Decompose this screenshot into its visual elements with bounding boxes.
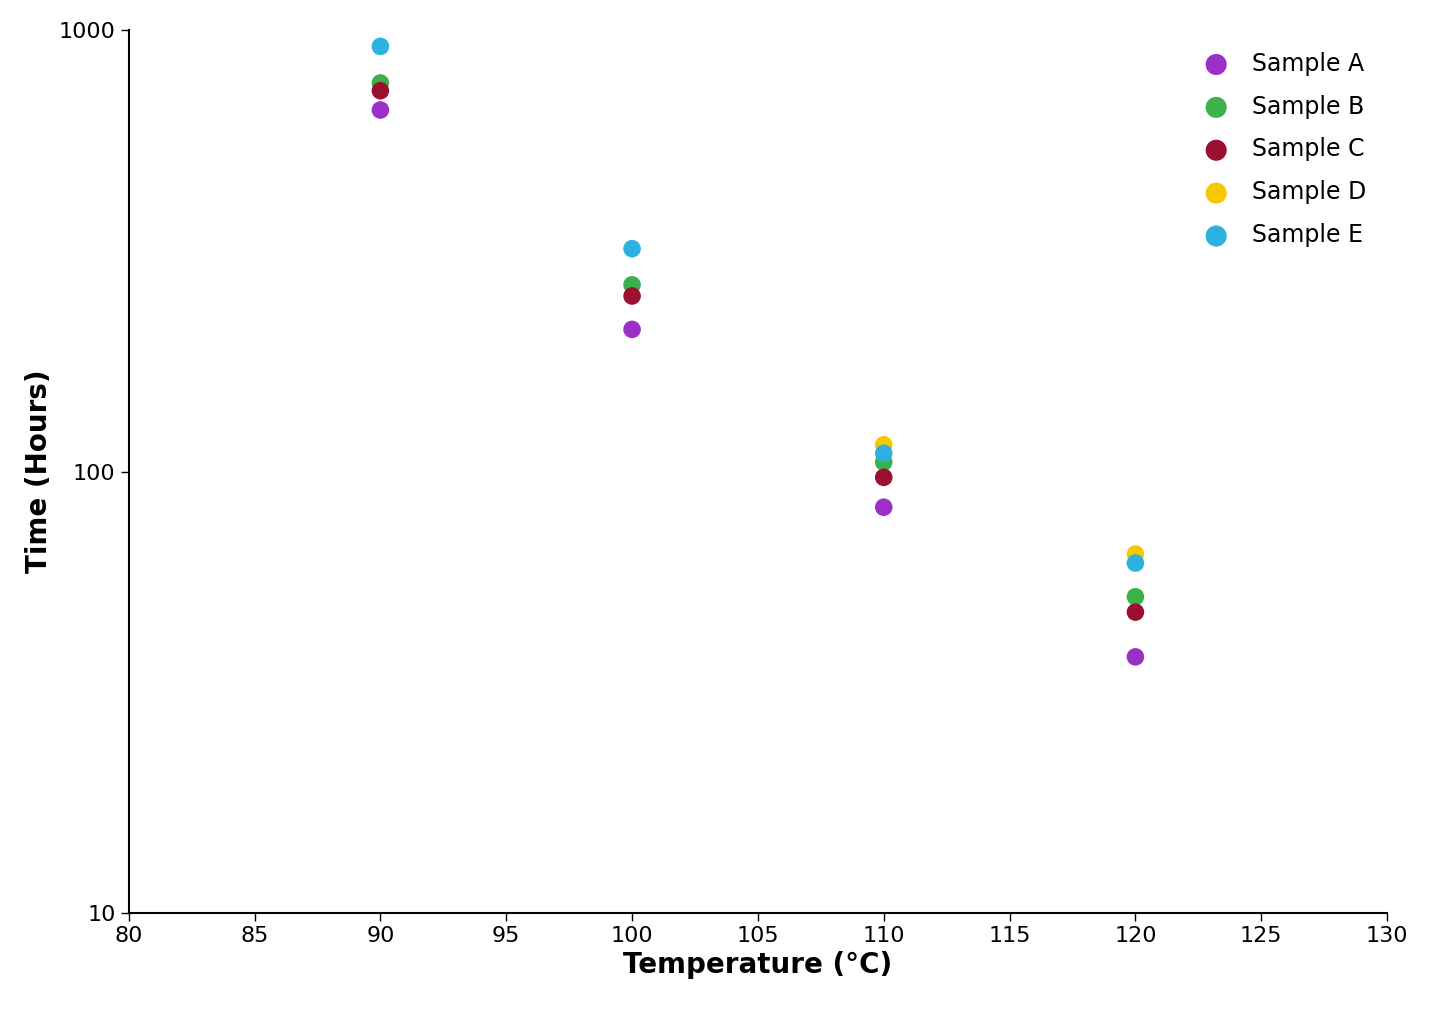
- Y-axis label: Time (Hours): Time (Hours): [26, 370, 53, 573]
- Legend: Sample A, Sample B, Sample C, Sample D, Sample E: Sample A, Sample B, Sample C, Sample D, …: [1183, 43, 1376, 257]
- Sample B: [369, 75, 392, 91]
- Sample A: [1124, 649, 1147, 665]
- Sample E: [1124, 555, 1147, 571]
- Sample C: [872, 469, 895, 486]
- Sample D: [872, 437, 895, 453]
- Sample B: [1124, 589, 1147, 605]
- Sample C: [1124, 604, 1147, 621]
- Sample B: [621, 277, 644, 293]
- Sample E: [872, 445, 895, 461]
- X-axis label: Temperature (°C): Temperature (°C): [623, 951, 892, 980]
- Sample C: [621, 288, 644, 304]
- Sample A: [872, 499, 895, 515]
- Sample A: [369, 101, 392, 118]
- Sample C: [369, 82, 392, 98]
- Sample E: [369, 39, 392, 55]
- Sample E: [621, 240, 644, 257]
- Sample B: [872, 454, 895, 470]
- Sample D: [1124, 546, 1147, 562]
- Sample A: [621, 321, 644, 338]
